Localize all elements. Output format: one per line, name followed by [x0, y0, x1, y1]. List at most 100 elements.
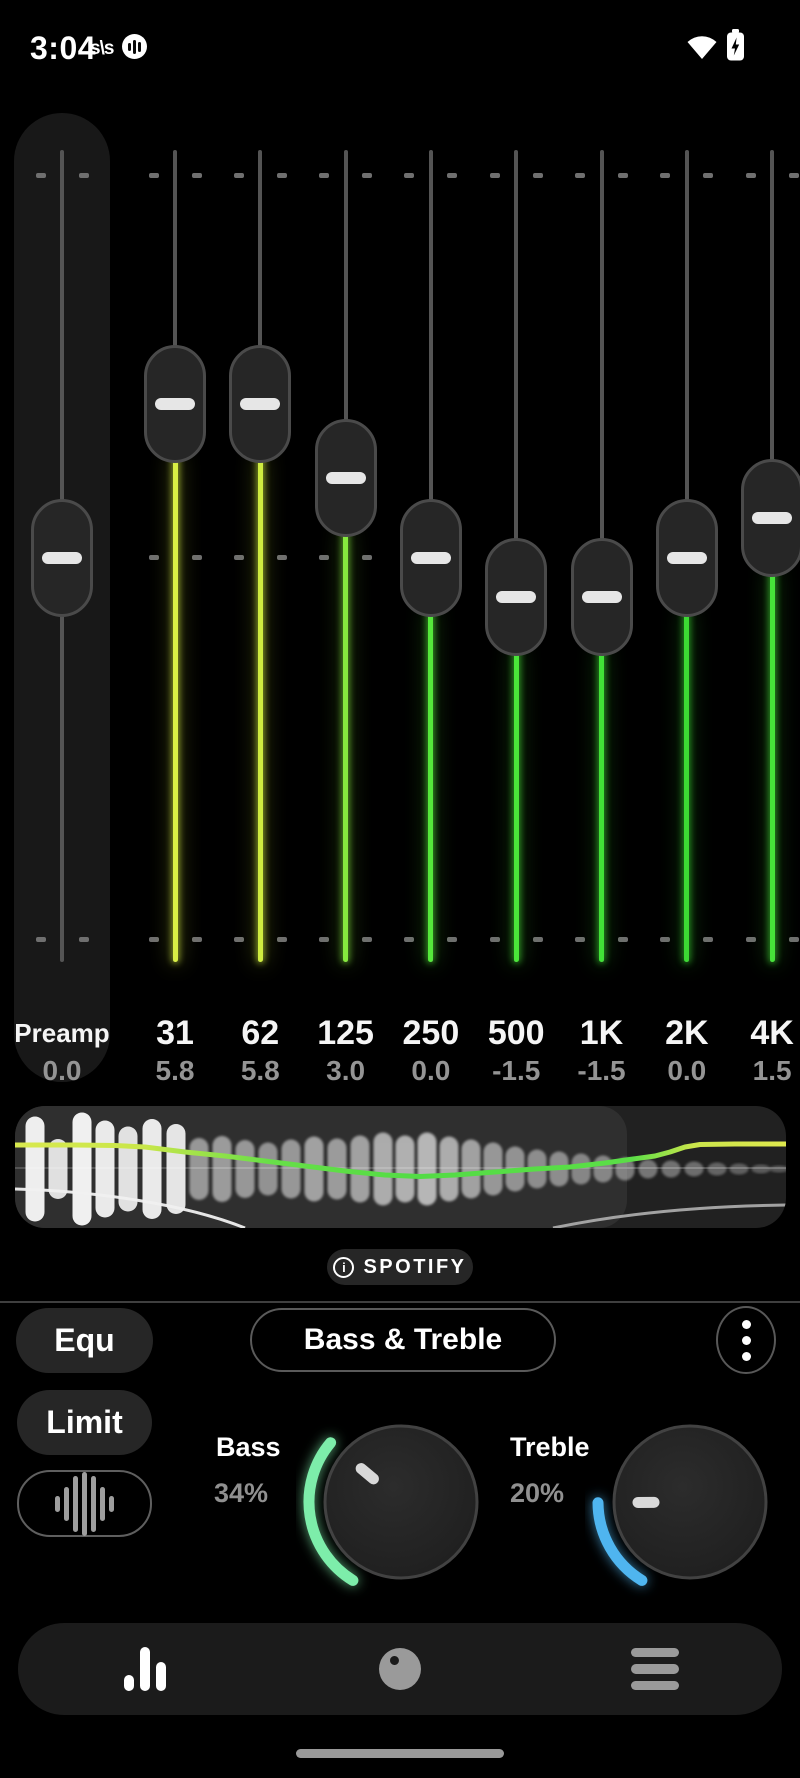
slider-tick: [489, 937, 500, 942]
limit-toggle-button[interactable]: Limit: [17, 1390, 152, 1455]
knob-body[interactable]: [323, 1424, 479, 1580]
knob-indicator: [355, 1463, 379, 1485]
band-slider-thumb[interactable]: [314, 419, 377, 538]
band-slider-thumb[interactable]: [399, 498, 462, 617]
spectrum-visualizer: [15, 1106, 786, 1228]
bass-percent: 34%: [214, 1478, 269, 1508]
slider-tick: [191, 173, 202, 178]
band-gain-value: 5.8: [240, 1055, 280, 1086]
band-slider-thumb[interactable]: [144, 345, 206, 464]
preset-selector-button[interactable]: Bass & Treble: [250, 1308, 556, 1372]
kebab-dot: [741, 1319, 751, 1329]
home-indicator[interactable]: [296, 1749, 504, 1758]
slider-tick: [575, 937, 585, 942]
slider-tick: [191, 937, 202, 942]
band-freq-label: 4K: [750, 1014, 794, 1052]
source-chip-label: SPOTIFY: [363, 1255, 467, 1278]
slider-tick: [233, 555, 244, 560]
band-gain-value: 3.0: [326, 1055, 366, 1086]
band-freq-label: 250: [402, 1014, 460, 1052]
treble-label: Treble: [510, 1432, 590, 1462]
preamp-value: 0.0: [42, 1055, 82, 1086]
band-freq-label: 1K: [579, 1014, 624, 1052]
slider-tick: [233, 173, 244, 178]
band-gain-value: 5.8: [155, 1055, 195, 1086]
source-chip[interactable]: i SPOTIFY: [327, 1249, 473, 1285]
equ-toggle-button[interactable]: Equ: [16, 1308, 153, 1373]
slider-tick: [191, 555, 202, 560]
slider-tick: [404, 937, 415, 942]
slider-tick: [788, 173, 799, 178]
slider-tick: [148, 173, 159, 178]
bass-label: Bass: [216, 1432, 281, 1462]
slider-tick: [362, 555, 373, 560]
knob-value-arc: [303, 1437, 359, 1586]
battery-charging-icon: [727, 29, 744, 61]
band-freq-label: 62: [241, 1014, 280, 1052]
slider-tick: [532, 173, 543, 178]
slider-tick: [745, 173, 756, 178]
band-slider-fill: [684, 609, 690, 962]
band-slider-thumb[interactable]: [741, 458, 800, 577]
slider-tick: [618, 173, 628, 178]
slider-tick: [703, 173, 714, 178]
band-slider-fill: [343, 530, 349, 962]
band-gain-value: 0.0: [667, 1055, 707, 1086]
band-freq-label: 125: [317, 1014, 374, 1052]
slider-tick: [447, 173, 458, 178]
treble-percent: 20%: [510, 1478, 565, 1508]
slider-tick: [319, 555, 330, 560]
wifi-icon: [687, 36, 717, 59]
band-slider-thumb[interactable]: [655, 498, 718, 617]
info-icon: i: [333, 1256, 355, 1278]
band-slider-fill: [769, 569, 775, 962]
slider-tick: [78, 937, 89, 942]
band-slider-thumb[interactable]: [485, 538, 548, 657]
kebab-dot: [741, 1335, 751, 1345]
band-slider-fill: [257, 456, 263, 962]
band-freq-label: 2K: [665, 1014, 709, 1052]
bass-knob[interactable]: [296, 1397, 506, 1607]
nav-equalizer-tab[interactable]: [18, 1623, 273, 1715]
slider-tick: [489, 173, 500, 178]
section-divider: [0, 1301, 800, 1303]
knob-value-arc: [592, 1497, 648, 1586]
slider-tick: [319, 173, 330, 178]
tone-knob-icon: [379, 1648, 421, 1690]
nav-tone-tab[interactable]: [273, 1623, 528, 1715]
slider-tick: [276, 173, 287, 178]
slider-tick: [319, 937, 330, 942]
slider-tick: [532, 937, 543, 942]
band-slider-fill: [513, 649, 519, 962]
slider-tick: [276, 555, 287, 560]
slider-tick: [148, 937, 159, 942]
slider-tick: [35, 173, 46, 178]
preamp-slider-thumb[interactable]: [31, 498, 93, 617]
band-gain-value: -1.5: [577, 1055, 626, 1086]
waveform-button[interactable]: [17, 1470, 152, 1537]
overflow-menu-button[interactable]: [716, 1306, 776, 1374]
slider-tick: [78, 173, 89, 178]
band-gain-value: 0.0: [411, 1055, 451, 1086]
status-time: 3:04: [30, 30, 97, 66]
waveform-icon: [55, 1471, 114, 1536]
knob-body[interactable]: [612, 1424, 768, 1580]
treble-knob[interactable]: [585, 1397, 795, 1607]
slider-tick: [618, 937, 628, 942]
slider-tick: [362, 937, 373, 942]
slider-tick: [447, 937, 458, 942]
band-slider-thumb[interactable]: [570, 538, 633, 657]
band-slider-thumb[interactable]: [229, 345, 292, 464]
nav-menu-tab[interactable]: [527, 1623, 782, 1715]
slider-tick: [660, 173, 671, 178]
band-gain-value: -1.5: [492, 1055, 541, 1086]
slider-tick: [35, 937, 46, 942]
slider-tick: [276, 937, 287, 942]
slider-tick: [575, 173, 585, 178]
knob-indicator: [632, 1496, 660, 1508]
equalizer-bars-icon: [124, 1647, 167, 1691]
preamp-label: Preamp: [14, 1018, 110, 1048]
equalizer-notification-icon: [122, 34, 147, 59]
slider-tick: [404, 173, 415, 178]
